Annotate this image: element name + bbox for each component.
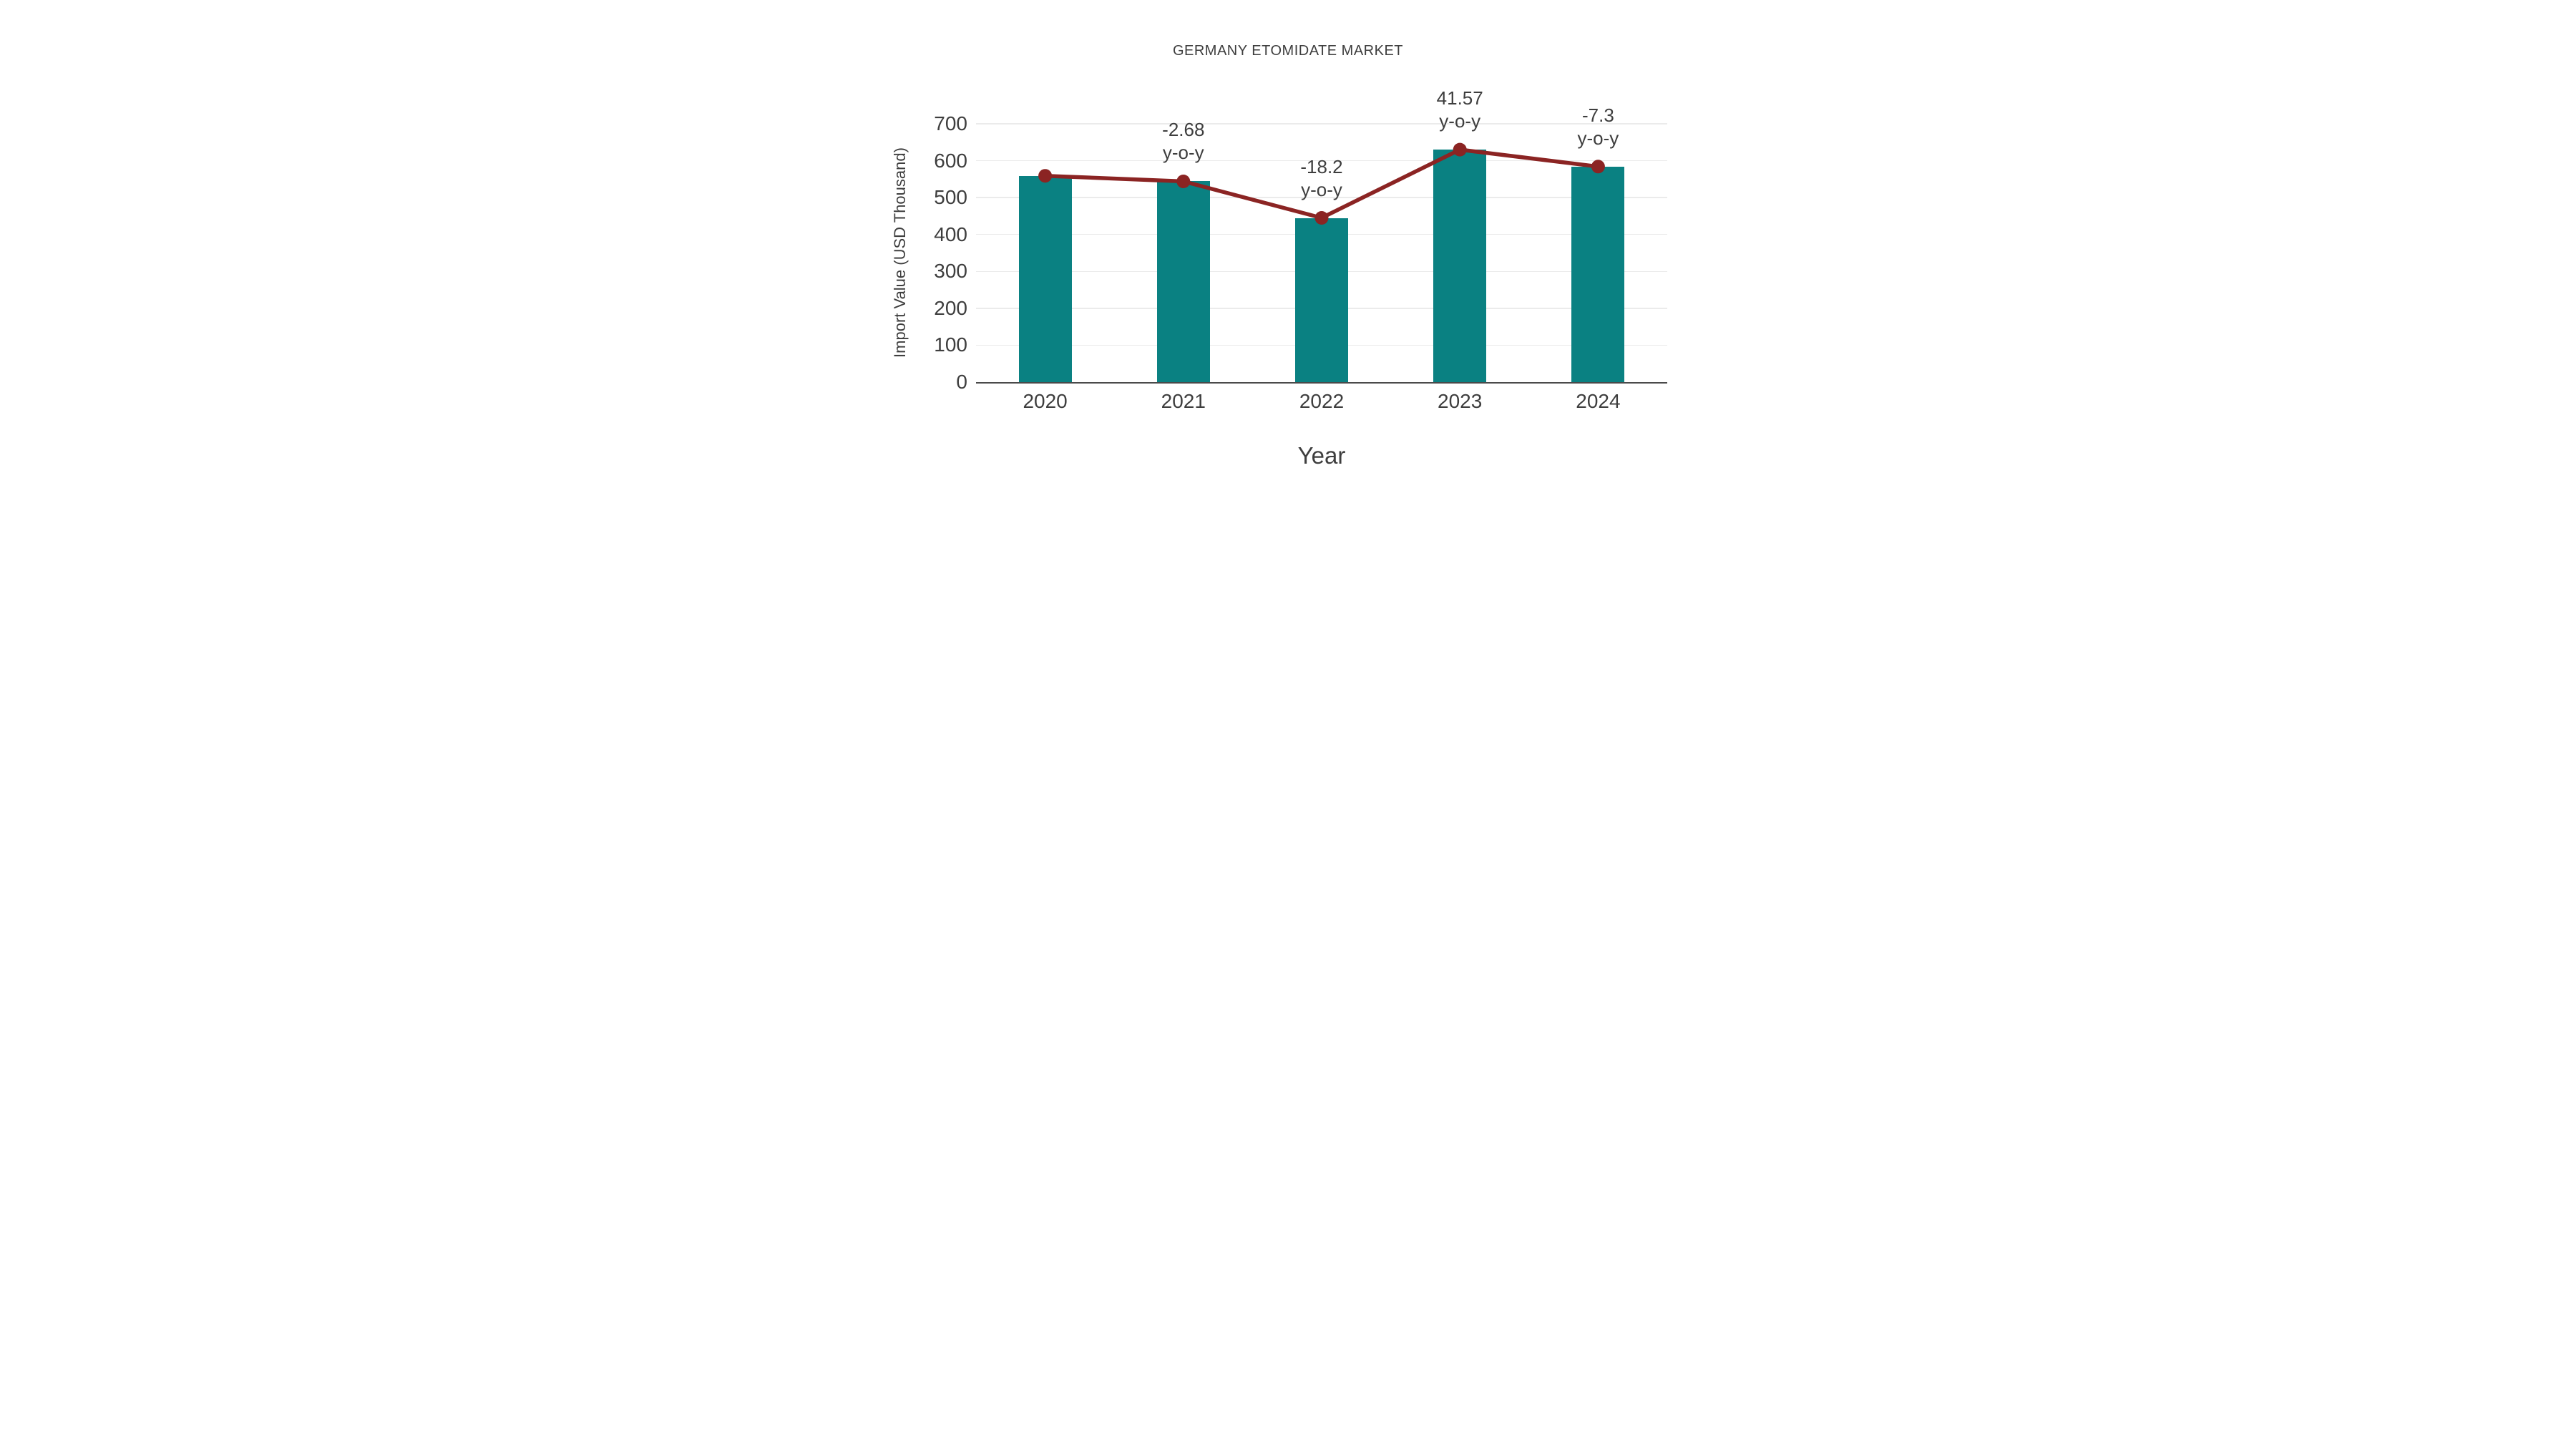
y-tick-label-300: 300 bbox=[934, 260, 967, 283]
data-point-2024 bbox=[1591, 160, 1605, 174]
data-point-2020 bbox=[1038, 169, 1053, 183]
chart-page: GERMANY ETOMIDATE MARKET Import Value (U… bbox=[859, 0, 1717, 483]
bar-2022 bbox=[1295, 218, 1348, 382]
annotation-line: -7.3 bbox=[1581, 104, 1614, 126]
x-tick-label-2024: 2024 bbox=[1576, 390, 1621, 412]
data-point-2023 bbox=[1453, 142, 1467, 157]
gridline-y-500 bbox=[976, 197, 1667, 198]
y-tick-label-600: 600 bbox=[934, 149, 967, 172]
bar-2020 bbox=[1018, 175, 1072, 382]
x-tick-label-2022: 2022 bbox=[1299, 390, 1345, 412]
annotation-2023: 41.57 y-o-y bbox=[1437, 87, 1483, 132]
gridline-y-600 bbox=[976, 160, 1667, 162]
bar-2021 bbox=[1156, 181, 1210, 382]
annotation-line: 41.57 bbox=[1436, 87, 1483, 109]
data-point-2021 bbox=[1176, 175, 1191, 188]
y-tick-label-0: 0 bbox=[956, 371, 967, 393]
bar-2024 bbox=[1571, 166, 1625, 382]
x-tick-label-2021: 2021 bbox=[1161, 390, 1206, 412]
gridline-y-700 bbox=[976, 123, 1667, 125]
bar-2023 bbox=[1433, 150, 1487, 382]
y-tick-label-700: 700 bbox=[934, 112, 967, 135]
x-tick-label-2020: 2020 bbox=[1023, 390, 1068, 412]
annotation-2024: -7.3 y-o-y bbox=[1578, 104, 1619, 150]
annotation-line: y-o-y bbox=[1301, 178, 1342, 200]
y-axis-title: Import Value (USD Thousand) bbox=[891, 147, 909, 358]
x-tick-label-2023: 2023 bbox=[1438, 390, 1483, 412]
annotation-line: -2.68 bbox=[1162, 119, 1205, 141]
annotation-2021: -2.68 y-o-y bbox=[1162, 118, 1204, 164]
y-tick-label-500: 500 bbox=[934, 186, 967, 209]
plot-area bbox=[976, 123, 1667, 384]
annotation-line: -18.2 bbox=[1300, 155, 1343, 177]
y-tick-label-200: 200 bbox=[934, 296, 967, 319]
x-axis-title: Year bbox=[1297, 442, 1346, 469]
annotation-line: y-o-y bbox=[1439, 110, 1481, 132]
data-point-2022 bbox=[1314, 211, 1329, 225]
y-tick-label-100: 100 bbox=[934, 333, 967, 356]
annotation-2022: -18.2 y-o-y bbox=[1300, 155, 1342, 201]
trend-line-layer bbox=[1038, 142, 1605, 225]
y-tick-label-400: 400 bbox=[934, 223, 967, 245]
chart-title: GERMANY ETOMIDATE MARKET bbox=[1172, 43, 1404, 59]
annotation-line: y-o-y bbox=[1577, 127, 1619, 149]
annotation-line: y-o-y bbox=[1162, 142, 1204, 164]
